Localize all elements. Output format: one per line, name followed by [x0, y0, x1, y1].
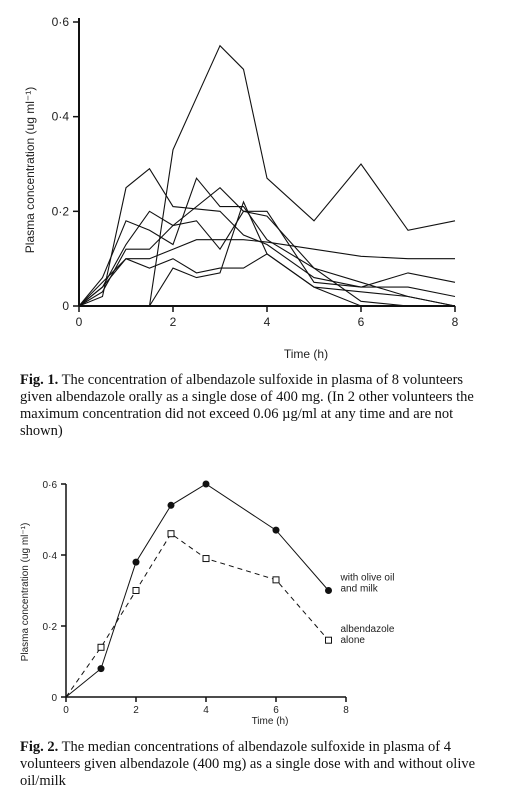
y-tick-label: 0·4 [52, 110, 70, 124]
c1-x-axis-label: Time (h) [284, 347, 328, 361]
y-tick-label: 0·4 [43, 551, 58, 562]
data-point [132, 558, 140, 566]
fig1-caption-label: Fig. 1. [20, 372, 59, 388]
data-point [97, 665, 105, 673]
y-tick-label: 0 [51, 693, 57, 704]
x-tick-label: 8 [452, 315, 459, 329]
x-tick-label: 6 [358, 315, 365, 329]
data-point [132, 587, 140, 594]
data-point [97, 643, 105, 651]
y-tick-label: 0·2 [43, 622, 58, 633]
x-tick-label: 6 [273, 705, 279, 716]
data-point [202, 555, 210, 563]
data-point [167, 501, 175, 509]
fig1-caption: Fig. 1. The concentration of albendazole… [20, 372, 490, 440]
series-line-4 [78, 210, 455, 307]
legend-label: albendazole [341, 624, 395, 635]
legend-label: with olive oil [340, 573, 395, 584]
x-tick-label: 4 [203, 705, 209, 716]
series-line-8 [79, 44, 456, 307]
data-point [325, 636, 332, 644]
data-point [325, 587, 332, 594]
data-point [272, 526, 280, 534]
x-tick-label: 2 [170, 315, 177, 329]
x-tick-label: 0 [76, 315, 83, 329]
data-point [167, 530, 175, 538]
legend-label: alone [341, 635, 366, 646]
series-line-2 [65, 532, 329, 698]
chart-1: 0 2 4 6 8 0 0·2 0·4 0·6 Plasma concentration (ug… [23, 15, 459, 361]
y-tick-label: 0·2 [52, 204, 70, 218]
series-line-5 [78, 177, 456, 307]
fig2-caption: Fig. 2. The median concentrations of alb… [20, 739, 490, 790]
series-line-2 [78, 186, 456, 307]
series-line-6 [78, 253, 456, 307]
x-tick-label: 4 [264, 315, 271, 329]
data-point [272, 576, 280, 584]
c1-y-axis-label: Plasma concentration (ug ml⁻¹) [23, 87, 37, 253]
fig2-caption-label: Fig. 2. [20, 739, 59, 755]
x-tick-label: 0 [63, 705, 69, 716]
series-line-1 [78, 167, 456, 307]
x-tick-label: 8 [343, 705, 349, 716]
c2-y-axis-label: Plasma concentration (ug ml⁻¹) [20, 523, 31, 662]
x-tick-label: 2 [133, 705, 139, 716]
legend-label: and milk [341, 584, 379, 595]
y-tick-label: 0·6 [52, 15, 70, 29]
series-line-1 [65, 483, 329, 698]
y-tick-label: 0·6 [43, 480, 58, 491]
c2-x-axis-label: Time (h) [252, 716, 289, 727]
y-tick-label: 0 [62, 299, 69, 313]
fig2-caption-text: The median concentrations of albendazole… [20, 739, 476, 789]
fig1-caption-text: The concentration of albendazole sulfoxi… [20, 372, 474, 439]
data-point [202, 480, 210, 488]
